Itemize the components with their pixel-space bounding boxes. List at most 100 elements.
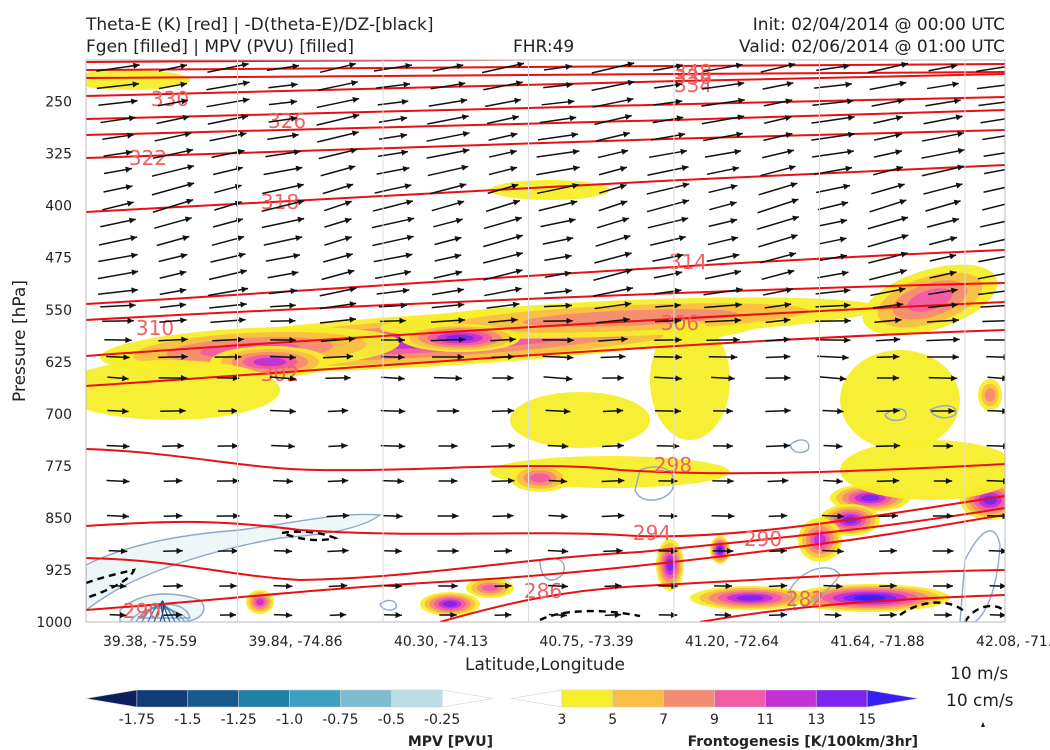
wind-vector <box>929 253 957 262</box>
colorbar-swatch <box>612 689 664 708</box>
wind-vector <box>483 268 523 281</box>
wind-vector <box>548 612 568 619</box>
wind-vector <box>206 80 250 91</box>
wind-vector <box>267 132 299 141</box>
wind-vector <box>544 270 572 279</box>
wind-vector <box>158 336 188 343</box>
wind-vector <box>373 252 413 263</box>
wind-vector <box>485 199 521 213</box>
wind-vector <box>152 198 194 213</box>
wind-vector <box>707 235 739 246</box>
wind-vector <box>262 182 304 195</box>
wind-vector <box>876 353 900 360</box>
wind-vector <box>270 317 296 324</box>
wind-vector <box>381 354 405 361</box>
wind-vector <box>876 477 900 484</box>
wind-vector <box>875 336 901 343</box>
wind-vector <box>594 114 632 126</box>
wind-vector <box>987 408 1005 415</box>
wind-vector <box>384 612 402 619</box>
theta-e-label: 286 <box>524 579 562 603</box>
wind-vector <box>273 478 293 485</box>
wind-vector <box>823 443 843 450</box>
mpv-contour <box>959 530 1001 622</box>
wind-vector <box>488 166 518 176</box>
wind-vector <box>928 287 958 296</box>
theta-e-label: 294 <box>633 521 671 545</box>
wind-vector <box>927 302 959 309</box>
frontogenesis-fill <box>736 595 764 601</box>
wind-vector <box>819 236 847 245</box>
theta-e-label: 302 <box>261 362 299 386</box>
wind-vector <box>323 252 353 263</box>
wind-vector <box>989 612 1005 619</box>
wind-vector <box>932 512 954 520</box>
wind-vector <box>384 583 402 590</box>
y-tick-label: 775 <box>45 459 72 475</box>
theta-e-label: 298 <box>654 453 692 477</box>
colorbar-swatch <box>187 689 239 708</box>
wind-vector <box>213 165 243 176</box>
wind-vector <box>768 611 788 618</box>
wind-vector <box>537 132 579 141</box>
wind-vector <box>815 317 851 324</box>
wind-vector <box>764 302 792 309</box>
wind-vector <box>492 512 514 519</box>
wind-vector <box>756 215 800 231</box>
wind-vector <box>816 63 850 72</box>
wind-vector <box>437 512 459 520</box>
wind-vector <box>543 375 573 382</box>
frontogenesis-fill <box>718 547 722 553</box>
wind-vector <box>762 81 794 90</box>
wind-vector <box>159 287 187 296</box>
wind-vector <box>646 199 690 213</box>
colorbar-tick-label: -0.25 <box>424 712 460 728</box>
wind-vector <box>163 582 183 589</box>
wind-vector <box>432 353 464 361</box>
wind-vector <box>273 583 293 590</box>
theta-e-label: 322 <box>129 146 167 170</box>
y-tick-label: 250 <box>45 95 72 111</box>
wind-vector <box>263 235 303 246</box>
wind-vector <box>317 80 359 91</box>
y-tick-label: 625 <box>45 355 72 371</box>
colorbar-swatch <box>866 689 919 708</box>
colorbar-tick-label: -0.75 <box>322 712 358 728</box>
wind-vector <box>380 408 406 415</box>
wind-vector <box>987 375 1005 382</box>
wind-vector <box>96 62 140 72</box>
wind-vector <box>811 131 855 141</box>
wind-vector <box>929 270 957 279</box>
wind-vector <box>319 62 357 74</box>
wind-vector <box>655 408 681 415</box>
wind-vector <box>868 251 908 264</box>
wind-vector <box>876 407 900 414</box>
wind-vector <box>543 317 573 324</box>
wind-vector <box>159 270 187 279</box>
wind-vector <box>106 443 130 450</box>
wind-vector <box>109 612 127 619</box>
wind-vector <box>384 548 402 555</box>
wind-vector <box>822 548 844 555</box>
colorbar-swatch <box>238 689 290 708</box>
wind-vector <box>207 114 249 125</box>
wind-vector <box>765 317 791 324</box>
wind-vector <box>219 611 237 619</box>
wind-vector <box>426 148 470 159</box>
wind-vector <box>372 234 414 247</box>
colorbar-tick-label: 15 <box>858 712 876 728</box>
dthetae-dz-contour <box>963 604 1005 622</box>
wind-vector <box>154 131 192 142</box>
colorbar-title: MPV [PVU] <box>408 734 493 750</box>
theta-e-label: 310 <box>136 316 174 340</box>
wind-vector <box>594 251 632 264</box>
wind-vector <box>923 182 963 195</box>
wind-vector <box>655 302 681 309</box>
wind-vector <box>494 582 512 589</box>
dthetae-dz-contour <box>86 568 136 600</box>
theta-e-label: 348 <box>674 60 712 84</box>
wind-vector <box>273 548 293 555</box>
wind-vector <box>706 165 740 176</box>
title-line-1: Theta-E (K) [red] | -D(theta-E)/DZ-[blac… <box>86 15 434 35</box>
x-tick-label: 39.38, -75.59 <box>103 634 197 650</box>
